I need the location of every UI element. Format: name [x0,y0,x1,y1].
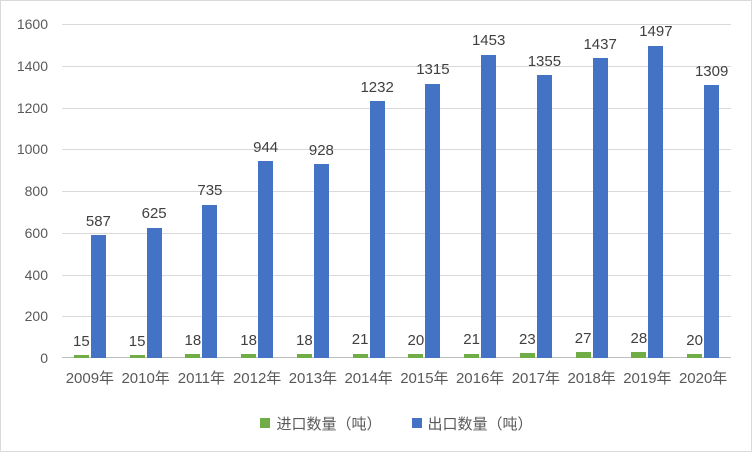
data-label-export-2009年: 587 [85,213,111,231]
x-tick-label-2020年: 2020年 [678,370,728,387]
export-legend-label: 出口数量（吨） [427,415,533,433]
legend-item-export: 出口数量（吨） [411,413,533,434]
x-axis: 2009年 2010年 2011年 2012年 2013年 2014年 2015年 2016年… [62,367,731,387]
data-label-import-2020年: 20 [686,331,703,349]
bar-import-2009年 [73,354,89,358]
bar-export-2014年 [369,100,385,358]
y-tick-label-1600: 1600 [16,16,48,32]
import-series-swatch-icon [260,418,271,428]
bar-import-2015年 [408,353,424,358]
data-label-export-2017年: 1355 [527,52,562,70]
data-label-export-2015年: 1315 [416,61,450,79]
bar-export-2009年 [90,235,106,358]
data-label-import-2013年: 18 [296,332,313,349]
data-label-export-2020年: 1309 [694,62,729,80]
x-tick-label-2010年: 2010年 [121,370,170,387]
y-tick-label-1200: 1200 [16,99,48,116]
x-tick-label-2014年: 2014年 [344,370,393,387]
gridline-1600 [62,24,731,25]
y-tick-label-1400: 1400 [16,57,48,74]
bar-export-2011年 [202,204,218,358]
bar-import-2020年 [687,353,703,358]
x-tick-label-2012年: 2012年 [232,370,282,387]
data-label-import-2017年: 23 [519,330,536,348]
data-label-export-2019年: 1497 [639,23,673,41]
x-tick-label-2013年: 2013年 [288,370,338,387]
data-label-import-2011年: 18 [184,332,202,349]
bar-import-2019年 [631,352,647,358]
x-tick-label-2019年: 2019年 [623,370,672,387]
data-label-import-2014年: 21 [351,331,369,349]
data-label-export-2012年: 944 [253,138,279,156]
bar-import-2010年 [129,354,145,358]
legend-item-import: 进口数量（吨） [260,413,382,434]
data-label-import-2016年: 21 [463,331,480,349]
data-label-import-2019年: 28 [630,329,648,347]
bar-export-2020年 [704,84,720,358]
gridline-1000 [62,149,731,151]
data-label-import-2015年: 20 [407,331,425,349]
data-label-import-2018年: 27 [574,330,592,348]
bar-export-2018年 [592,58,608,358]
bar-export-2017年 [536,75,552,358]
gridline-1200 [62,107,731,109]
x-tick-label-2009年: 2009年 [65,370,115,387]
bar-import-2011年 [185,354,201,358]
bar-import-2014年 [352,353,368,358]
gridline-200 [62,316,731,318]
plot-area: 15 587 15 625 18 735 18 944 18 928 21 1232 20 1315 21 1… [62,23,731,358]
y-tick-label-0: 0 [40,350,48,366]
bar-export-2015年 [425,83,441,358]
data-label-export-2014年: 1232 [360,78,394,96]
data-label-export-2018年: 1437 [583,35,617,53]
x-tick-label-2015年: 2015年 [400,370,449,387]
data-label-export-2016年: 1453 [471,32,506,50]
data-label-import-2012年: 18 [240,332,257,349]
y-axis: 0 200 400 600 800 1000 1200 1400 1600 [7,16,48,366]
x-tick-label-2017年: 2017年 [511,370,561,387]
x-axis-line [62,357,731,358]
x-tick-label-2011年: 2011年 [177,370,225,387]
legend: 进口数量（吨） 出口数量（吨） [62,413,731,433]
bar-export-2019年 [648,45,664,358]
bar-import-2018年 [575,352,591,358]
gridline-600 [62,232,731,234]
bar-import-2013年 [296,354,312,358]
y-tick-label-600: 600 [24,224,48,241]
export-series-swatch-icon [411,418,422,428]
bar-export-2010年 [146,227,162,358]
data-label-import-2009年: 15 [73,332,90,350]
x-tick-label-2016年: 2016年 [455,370,505,387]
y-tick-label-200: 200 [24,308,48,325]
bar-import-2012年 [241,354,257,358]
data-label-export-2011年: 735 [197,182,223,200]
bar-export-2013年 [313,164,329,358]
bar-export-2016年 [481,54,497,358]
gridline-400 [62,274,731,276]
data-label-import-2010年: 15 [128,332,146,350]
data-label-export-2013年: 928 [308,142,334,160]
bar-import-2017年 [519,353,535,358]
bar-import-2016年 [464,353,480,358]
gridline-1400 [62,65,731,67]
import-legend-label: 进口数量（吨） [276,415,382,433]
y-tick-label-1000: 1000 [16,141,48,158]
y-tick-label-800: 800 [24,183,48,199]
gridline-800 [62,191,731,192]
data-label-export-2010年: 625 [141,205,167,223]
x-tick-label-2018年: 2018年 [567,370,616,387]
bar-export-2012年 [258,160,274,358]
y-tick-label-400: 400 [24,266,48,283]
